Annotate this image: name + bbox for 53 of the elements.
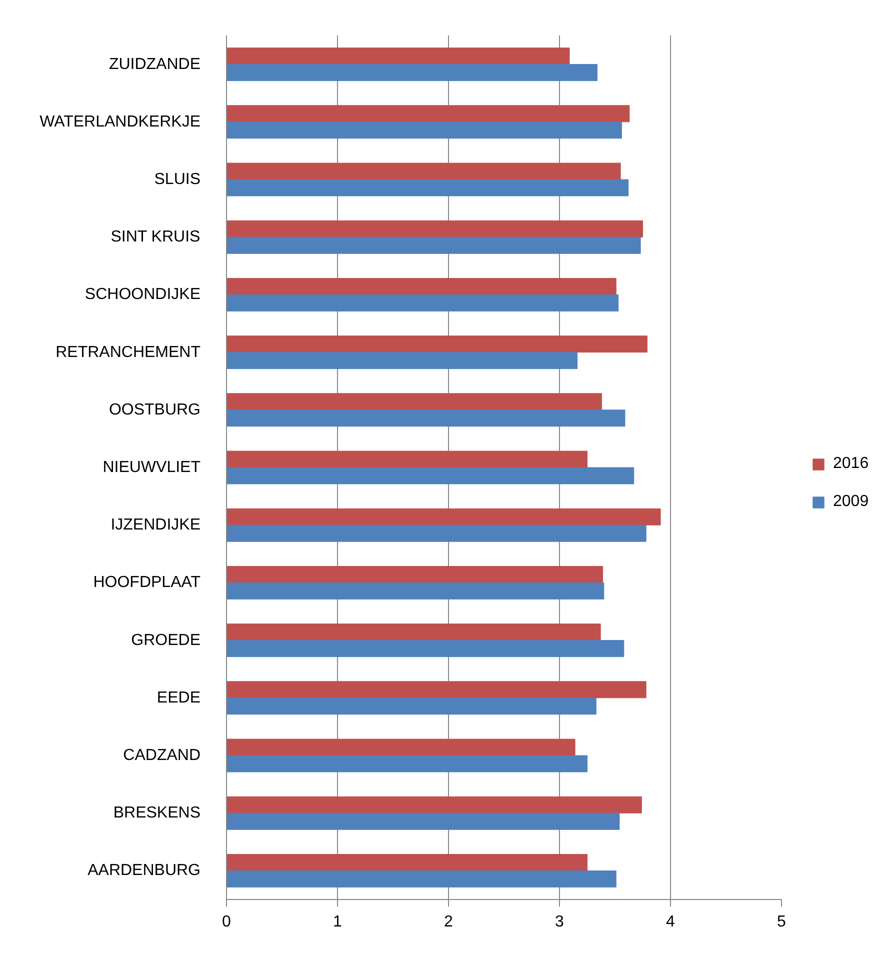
bar [226, 796, 642, 814]
bar [226, 854, 588, 871]
y-tick-label: SCHOONDIJKE [84, 286, 201, 304]
bar [226, 812, 620, 830]
bar [226, 48, 570, 65]
bar [226, 624, 601, 641]
y-tick-label: RETRANCHEMENT [56, 344, 201, 361]
bar [226, 450, 588, 468]
bar [226, 582, 604, 600]
x-tick-label: 5 [777, 914, 786, 930]
bar [226, 508, 661, 526]
x-tick-label: 3 [555, 914, 564, 930]
bar [226, 278, 616, 295]
bar [226, 336, 648, 353]
bar [226, 64, 598, 82]
y-tick-label: EEDE [156, 689, 201, 706]
x-tick-label: 0 [222, 914, 232, 930]
bar [226, 738, 576, 756]
bar [226, 220, 643, 238]
y-tick-label: NIEUWVLIET [102, 459, 201, 476]
y-tick-label: SINT KRUIS [110, 228, 200, 246]
y-tick-label: AARDENBURG [88, 862, 200, 880]
bar [226, 566, 604, 583]
bar [226, 467, 634, 484]
bar [226, 524, 646, 542]
bar [226, 105, 630, 122]
bar [226, 681, 646, 698]
legend-label: 2009 [833, 493, 869, 511]
bar [226, 236, 641, 254]
bar [226, 162, 621, 180]
bar [226, 352, 578, 370]
bar [226, 640, 624, 658]
bar [226, 122, 622, 139]
y-tick-label: CADZAND [123, 747, 201, 764]
bar [226, 393, 602, 410]
bar [226, 179, 629, 196]
y-tick-label: HOOFDPLAAT [93, 574, 201, 592]
x-tick-label: 1 [333, 914, 342, 930]
bar [226, 294, 619, 312]
bar [226, 410, 626, 427]
bar [226, 755, 588, 772]
y-tick-label: WATERLANDKERKJE [40, 113, 201, 130]
y-tick-label: ZUIDZANDE [108, 56, 201, 73]
y-tick-label: SLUIS [154, 171, 201, 188]
y-tick-label: OOSTBURG [108, 401, 200, 418]
y-tick-label: GROEDE [131, 632, 200, 649]
bar [226, 870, 616, 888]
y-tick-label: IJZENDIJKE [110, 516, 201, 534]
x-tick-label: 4 [666, 914, 676, 930]
legend-label: 2016 [833, 455, 869, 473]
bar [226, 698, 596, 715]
x-tick-label: 2 [444, 914, 454, 930]
y-tick-label: BRESKENS [113, 804, 200, 822]
